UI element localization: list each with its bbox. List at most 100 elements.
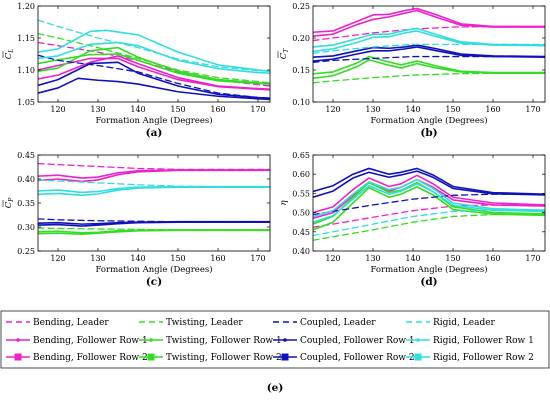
legend-item: Bending, Leader [6,318,109,328]
series-line-d-10 [313,178,545,218]
x-tick-label: 150 [170,105,185,114]
series-line-c-2 [38,169,270,183]
series-line-c-8 [38,221,270,227]
x-tick-label: 160 [210,254,225,263]
series-line-b-8 [313,46,545,62]
x-tick-label: 140 [130,105,145,114]
legend-label: Twisting, Follower Row 1 [166,336,282,346]
legend-item: Twisting, Follower Row 1 [139,336,282,346]
series-line-b-10 [313,27,545,48]
x-tick-label: 160 [485,105,500,114]
x-tick-label: 120 [50,254,65,263]
x-tick-label: 140 [130,254,145,263]
panel-label-c: (c) [146,276,162,288]
x-tick-label: 170 [525,105,540,114]
series-line-a-7 [38,61,270,99]
series-line-b-2 [313,9,545,37]
legend-item: Bending, Follower Row 2 [6,353,148,363]
y-tick-label: 0.15 [292,66,310,75]
x-tick-label: 120 [50,105,65,114]
y-tick-label: 0.20 [292,34,310,43]
x-tick-label: 130 [90,254,105,263]
y-tick-label: 0.60 [292,170,310,179]
panel-label-a: (a) [146,127,163,139]
legend-marker [149,338,153,342]
x-tick-label: 170 [525,254,540,263]
legend-item: Bending, Follower Row 1 [6,336,148,346]
legend-label: Bending, Follower Row 2 [33,353,148,363]
y-tick-label: 1.20 [17,2,35,11]
legend-marker [16,338,20,342]
legend-label: Rigid, Follower Row 2 [433,353,534,363]
series-line-b-11 [313,30,545,53]
y-tick-label: 0.10 [292,98,310,107]
chart-panel-b: 120 130 140 150 160 170 0.10 0.15 0.20 0.25 Format… [277,2,546,139]
legend-marker [416,338,420,342]
legend-item: Coupled, Follower Row 2 [273,353,415,363]
series-line-b-1 [313,7,545,34]
y-axis-label: CL [2,49,15,60]
y-tick-label: 1.10 [17,66,35,75]
legend-label: Twisting, Leader [166,318,243,328]
x-tick-label: 150 [445,254,460,263]
series-line-d-3 [313,213,545,241]
svg-text:CT: CT [279,48,290,60]
legend-label: Coupled, Follower Row 1 [300,336,415,346]
series-group [313,167,545,241]
panel-label-d: (d) [420,276,437,288]
legend-item: Rigid, Follower Row 2 [406,353,534,363]
y-tick-label: 0.45 [17,151,35,160]
series-line-d-11 [313,183,545,223]
series-line-b-5 [313,58,545,80]
legend-marker [147,353,155,361]
legend: Bending, Leader Twisting, Leader Coupled, … [0,310,550,394]
y-tick-label: 0.50 [292,209,310,218]
plot-frame [312,154,546,252]
y-tick-label: 0.65 [292,151,310,160]
y-tick-label: 0.55 [292,189,310,198]
svg-text:CL: CL [4,49,15,60]
legend-marker [14,353,22,361]
y-axis-label: CP [2,197,15,208]
panel-label-e: (e) [267,382,284,394]
series-line-a-8 [38,77,270,101]
chart-panel-c: 120 130 140 150 160 170 0.25 0.30 0.35 0.40 0.45 Fo… [2,151,271,288]
series-line-a-10 [38,29,270,73]
series-line-b-7 [313,44,545,59]
x-tick-label: 150 [445,105,460,114]
legend-marker [414,353,422,361]
x-tick-label: 170 [250,105,265,114]
x-tick-label: 120 [325,105,340,114]
y-axis-label: CT [277,48,290,60]
series-group [38,19,270,101]
legend-label: Twisting, Follower Row 2 [166,353,282,363]
y-tick-label: 1.15 [17,34,35,43]
y-tick-label: 0.45 [292,228,310,237]
legend-label: Bending, Follower Row 1 [33,336,148,346]
x-tick-label: 120 [325,254,340,263]
legend-item: Twisting, Leader [139,318,243,328]
series-group [313,7,545,84]
series-line-c-0 [38,162,270,171]
y-tick-label: 0.30 [17,223,35,232]
x-tick-label: 140 [405,105,420,114]
x-tick-label: 160 [210,105,225,114]
plot-frame [37,5,271,103]
y-tick-label: 0.40 [292,247,310,256]
series-line-c-11 [38,186,270,197]
series-line-b-3 [313,72,545,84]
legend-item: Rigid, Leader [406,318,496,328]
chart-panel-a: 120 130 140 150 160 170 1.05 1.10 1.15 1.20 Format… [2,2,271,139]
x-tick-label: 140 [405,254,420,263]
x-axis-label: Formation Angle (Degrees) [95,264,212,275]
x-tick-label: 150 [170,254,185,263]
legend-label: Rigid, Leader [433,318,496,328]
svg-text:η: η [279,200,289,206]
series-line-a-11 [38,41,270,74]
panel-label-b: (b) [420,127,437,139]
legend-item: Coupled, Follower Row 1 [273,336,415,346]
y-tick-label: 0.40 [17,175,35,184]
y-tick-label: 0.35 [17,199,35,208]
x-tick-label: 130 [365,254,380,263]
x-tick-label: 160 [485,254,500,263]
